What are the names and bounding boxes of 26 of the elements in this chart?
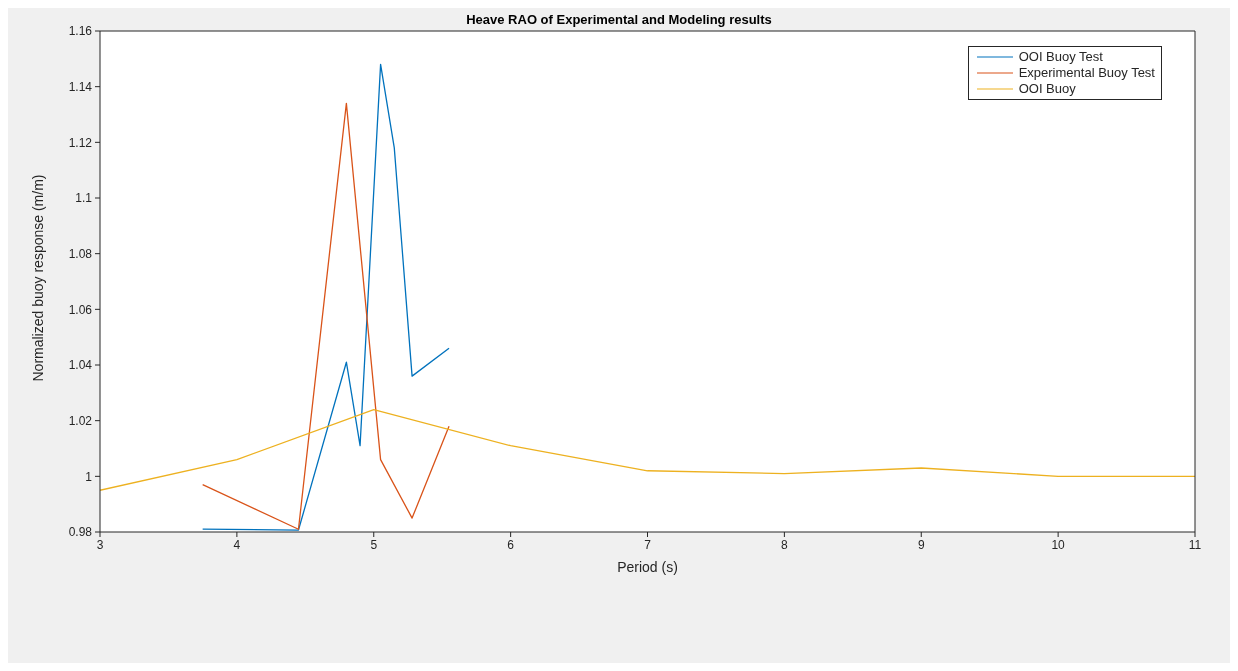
- y-tick-label: 1.04: [68, 358, 93, 373]
- y-tick-label: 1.08: [68, 246, 93, 261]
- x-tick-label: 9: [917, 537, 925, 552]
- x-tick-label: 4: [233, 537, 241, 552]
- x-tick-label: 3: [96, 537, 104, 552]
- x-tick-label: 8: [781, 537, 789, 552]
- y-tick-label: 1.1: [75, 191, 93, 206]
- x-axis-title: Period (s): [617, 559, 678, 575]
- y-tick-label: 1: [85, 469, 93, 484]
- legend-label: OOI Buoy: [1018, 81, 1076, 97]
- y-tick-label: 1.16: [68, 24, 93, 39]
- x-tick-label: 5: [370, 537, 378, 552]
- y-tick-label: 1.06: [68, 302, 93, 317]
- x-tick-label: 10: [1051, 537, 1066, 552]
- y-tick-label: 1.14: [68, 79, 93, 94]
- x-tick-label: 7: [644, 537, 652, 552]
- y-tick-label: 1.12: [68, 135, 93, 150]
- x-tick-label: 11: [1188, 537, 1202, 552]
- y-tick-label: 0.98: [68, 525, 93, 540]
- line-series: [100, 408, 1195, 491]
- legend-label: Experimental Buoy Test: [1018, 65, 1155, 81]
- y-axis-title: Normalized buoy response (m/m): [29, 174, 46, 382]
- legend-label: OOI Buoy Test: [1018, 49, 1103, 65]
- x-tick-label: 6: [507, 537, 515, 552]
- chart-title: Heave RAO of Experimental and Modeling results: [466, 12, 772, 27]
- y-tick-label: 1.02: [68, 413, 93, 428]
